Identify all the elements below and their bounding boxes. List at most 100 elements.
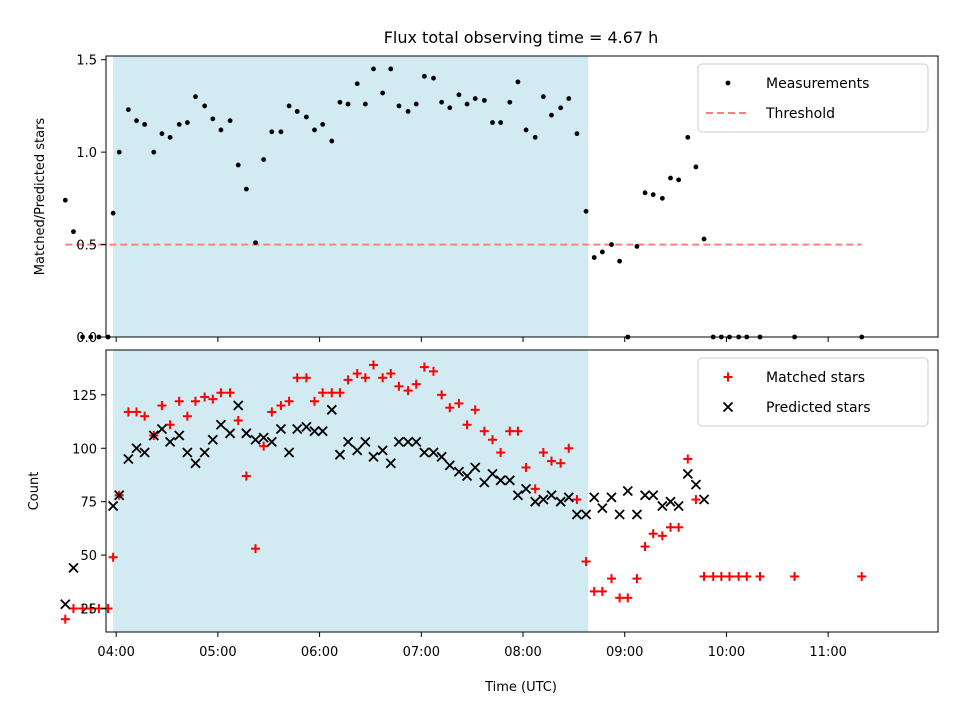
data-point	[393, 436, 405, 448]
series-1	[60, 360, 867, 624]
data-point	[167, 134, 173, 140]
data-point	[164, 436, 176, 448]
data-point	[327, 388, 337, 398]
data-point	[71, 229, 76, 235]
data-point	[683, 454, 693, 464]
data-point	[233, 416, 243, 425]
data-point	[269, 129, 275, 135]
data-point	[445, 403, 455, 413]
data-point	[78, 604, 88, 613]
data-point	[701, 236, 707, 242]
x-tick-label: 09:00	[606, 645, 643, 660]
data-point	[96, 334, 102, 340]
data-point	[310, 396, 320, 406]
data-point	[377, 445, 388, 456]
data-point	[523, 127, 529, 133]
data-point	[396, 103, 402, 109]
y-axis-label: Count	[27, 472, 42, 511]
data-point	[174, 430, 185, 441]
data-point	[218, 127, 224, 133]
data-point	[857, 571, 867, 581]
data-point	[250, 434, 261, 445]
data-point	[216, 388, 226, 398]
data-point	[275, 423, 287, 435]
data-point	[462, 420, 472, 430]
data-point	[515, 79, 521, 85]
data-point	[123, 453, 134, 465]
data-point	[479, 477, 490, 488]
data-point	[225, 388, 235, 398]
legend-label: Measurements	[766, 76, 869, 92]
data-point	[742, 571, 752, 581]
data-point	[639, 490, 651, 501]
data-point	[413, 101, 419, 107]
data-point	[555, 496, 566, 507]
data-point	[68, 562, 79, 574]
data-point	[235, 162, 241, 168]
data-point	[538, 448, 548, 458]
data-point	[538, 494, 549, 505]
data-point	[487, 468, 498, 480]
data-point	[318, 388, 328, 398]
data-point	[546, 490, 557, 501]
legend-entry: Threshold	[706, 106, 835, 122]
data-point	[208, 394, 218, 404]
data-point	[388, 66, 394, 72]
data-point	[673, 500, 684, 512]
data-point	[266, 436, 277, 448]
data-point	[411, 379, 421, 389]
data-point	[481, 97, 487, 103]
legend-entry: Predicted stars	[722, 400, 871, 416]
data-point	[470, 405, 480, 415]
data-point	[276, 401, 286, 411]
data-point	[309, 426, 320, 437]
data-point	[233, 400, 244, 411]
y-tick-label: 125	[72, 389, 97, 404]
y-tick-label: 0.0	[76, 331, 97, 346]
data-point	[464, 101, 470, 107]
data-point	[755, 571, 765, 581]
data-point	[589, 586, 599, 596]
data-point	[456, 92, 462, 98]
data-point	[546, 456, 556, 466]
data-point	[123, 407, 133, 417]
data-point	[60, 614, 70, 624]
x-tick-label: 08:00	[504, 645, 541, 660]
data-point	[107, 500, 119, 512]
data-point	[68, 604, 78, 613]
data-point	[454, 398, 464, 408]
data-point	[496, 448, 506, 458]
data-point	[335, 388, 345, 398]
data-point	[148, 430, 159, 441]
data-point	[615, 593, 625, 603]
data-point	[453, 466, 465, 477]
data-point	[190, 458, 201, 469]
y-tick-label: 75	[80, 496, 97, 511]
data-point	[665, 496, 676, 507]
data-point	[659, 195, 665, 201]
data-point	[125, 107, 131, 113]
data-point	[597, 502, 608, 514]
data-point	[504, 475, 515, 486]
data-point	[261, 157, 267, 162]
data-point	[132, 407, 142, 417]
data-point	[334, 449, 346, 460]
data-point	[572, 495, 582, 505]
data-point	[207, 434, 218, 445]
data-point	[284, 396, 294, 406]
series-2	[60, 400, 710, 610]
data-point	[632, 574, 642, 584]
data-point	[530, 496, 541, 507]
data-point	[156, 423, 168, 435]
data-point	[329, 138, 335, 144]
data-point	[371, 66, 376, 72]
data-point	[622, 485, 633, 497]
data-point	[498, 120, 504, 125]
data-point	[556, 458, 566, 468]
data-point	[259, 441, 269, 451]
data-point	[581, 557, 591, 566]
x-axis-label: Time (UTC)	[484, 680, 557, 695]
data-point	[571, 509, 583, 520]
data-point	[437, 390, 447, 400]
data-point	[267, 407, 277, 417]
